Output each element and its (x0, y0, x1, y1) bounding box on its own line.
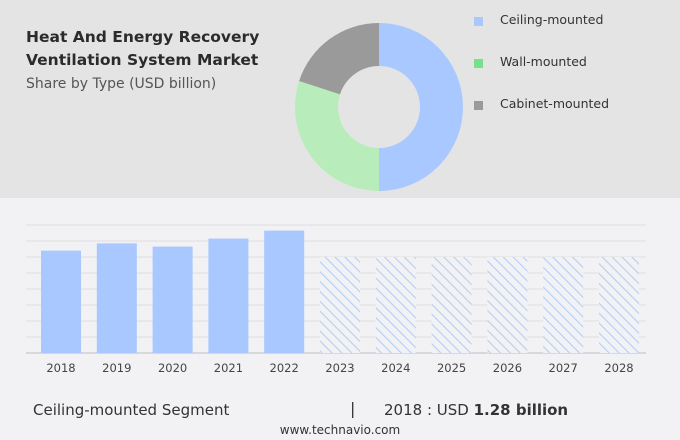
bar-2020 (152, 246, 193, 353)
legend-label: Wall-mounted (500, 54, 587, 69)
chart-title: Heat And Energy Recovery Ventilation Sys… (26, 26, 259, 72)
donut-slice-ceiling-mounted (379, 23, 463, 191)
bar-forecast-2024 (375, 257, 416, 353)
title-line-1: Heat And Energy Recovery (26, 28, 260, 46)
legend-swatch (474, 17, 483, 26)
x-tick-label: 2020 (158, 361, 187, 375)
bar-2019 (96, 243, 137, 353)
title-line-2: Ventilation System Market (26, 51, 259, 69)
x-tick-label: 2018 (46, 361, 75, 375)
bar-forecast-2025 (431, 257, 472, 353)
x-tick-label: 2028 (604, 361, 633, 375)
chart-subtitle: Share by Type (USD billion) (26, 76, 217, 92)
x-tick-label: 2022 (270, 361, 299, 375)
x-tick-label: 2021 (214, 361, 243, 375)
x-tick-label: 2026 (493, 361, 522, 375)
legend-swatch (474, 59, 483, 68)
x-tick-label: 2024 (381, 361, 410, 375)
year-label: 2018 : USD (384, 401, 474, 419)
donut-slice-cabinet-mounted (299, 22, 379, 95)
bar-2018 (41, 250, 81, 353)
donut-slice-wall-mounted (295, 81, 379, 191)
segment-value: 2018 : USD 1.28 billion (384, 401, 568, 419)
bar-2021 (208, 238, 249, 353)
legend-label: Ceiling-mounted (500, 12, 604, 27)
x-tick-label: 2027 (549, 361, 578, 375)
bar-forecast-2023 (320, 257, 360, 353)
legend-label: Cabinet-mounted (500, 96, 610, 111)
donut-chart (295, 22, 463, 191)
x-tick-label: 2025 (437, 361, 466, 375)
separator: | (350, 399, 356, 418)
bar-forecast-2028 (599, 257, 639, 353)
x-tick-label: 2023 (325, 361, 354, 375)
legend-swatch (474, 101, 483, 110)
bar-forecast-2027 (543, 257, 584, 353)
segment-label: Ceiling-mounted Segment (33, 401, 230, 419)
bar-2022 (264, 230, 305, 353)
x-tick-label: 2019 (102, 361, 131, 375)
website-link[interactable]: www.technavio.com (279, 423, 401, 437)
bar-chart: 2018 2019 2020 2021 2022 2023 2024 2025 2026 2027… (26, 224, 646, 375)
bar-forecast-2026 (487, 257, 528, 353)
value-amount: 1.28 billion (473, 401, 569, 419)
